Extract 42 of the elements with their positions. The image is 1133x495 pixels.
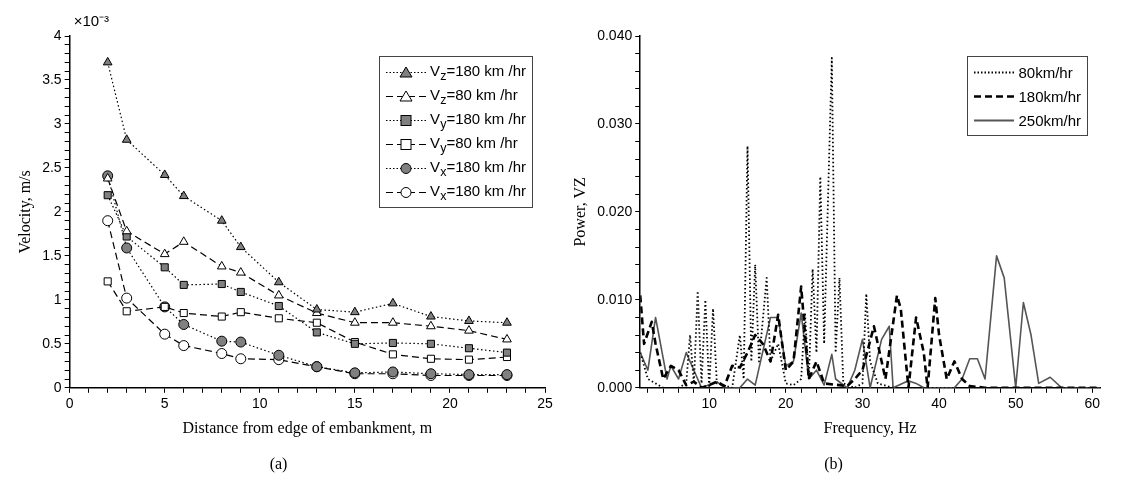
legend-label: 80km/hr [1018,63,1073,81]
legend-label: V$_{y}$=80 km /hr [430,133,518,155]
y-tick-label: 0.020 [597,202,633,219]
y-tick-label: 0.000 [597,378,633,395]
x-tick-label: 10 [252,395,268,412]
y-tick-label: 2 [53,202,62,219]
y-tick-label: 0 [53,378,62,395]
y-tick-label: 1 [53,290,62,307]
y-tick-label: 0.5 [42,334,62,351]
x-axis-title: Distance from edge of embankment, m [182,419,433,438]
y-tick-label: 3.5 [42,70,62,87]
x-tick-label: 40 [931,395,948,412]
legend-label: V$_{z}$=180 km /hr [430,61,526,83]
x-tick-label: 30 [854,395,871,412]
legend-label: V$_{x}$=180 km /hr [430,181,526,203]
y-tick-label: 2.5 [42,158,62,175]
x-tick-label: 10 [701,395,718,412]
y-tick-label: 3 [53,114,62,131]
y-tick-label: 0.010 [597,290,633,307]
x-tick-label: 60 [1084,395,1101,412]
x-tick-label: 15 [347,395,363,412]
x-axis-title: Frequency, Hz [823,419,917,438]
legend-label: 250km/hr [1018,111,1081,129]
text: (a) [269,454,288,473]
y-tick-label: 0.040 [597,26,633,43]
x-tick-label: 5 [160,395,169,412]
y-tick-label: 0.030 [597,114,633,131]
x-tick-label: 20 [442,395,458,412]
y-axis-title: Power, VZ [570,177,588,247]
legend-label: V$_{x}$=180 km /hr [430,157,526,179]
legend-label: V$_{y}$=180 km /hr [430,109,526,131]
y-axis-title: Velocity, m/s [15,170,34,254]
text: ×10⁻³ [73,11,110,30]
legend-label: V$_{z}$=80 km /hr [430,85,518,107]
text: (b) [824,454,843,473]
x-tick-label: 0 [65,395,74,412]
y-tick-label: 1.5 [42,246,62,263]
y-tick-label: 4 [53,26,62,43]
legend-label: 180km/hr [1018,87,1081,105]
x-tick-label: 25 [537,395,553,412]
x-tick-label: 50 [1007,395,1024,412]
x-tick-label: 20 [778,395,794,412]
